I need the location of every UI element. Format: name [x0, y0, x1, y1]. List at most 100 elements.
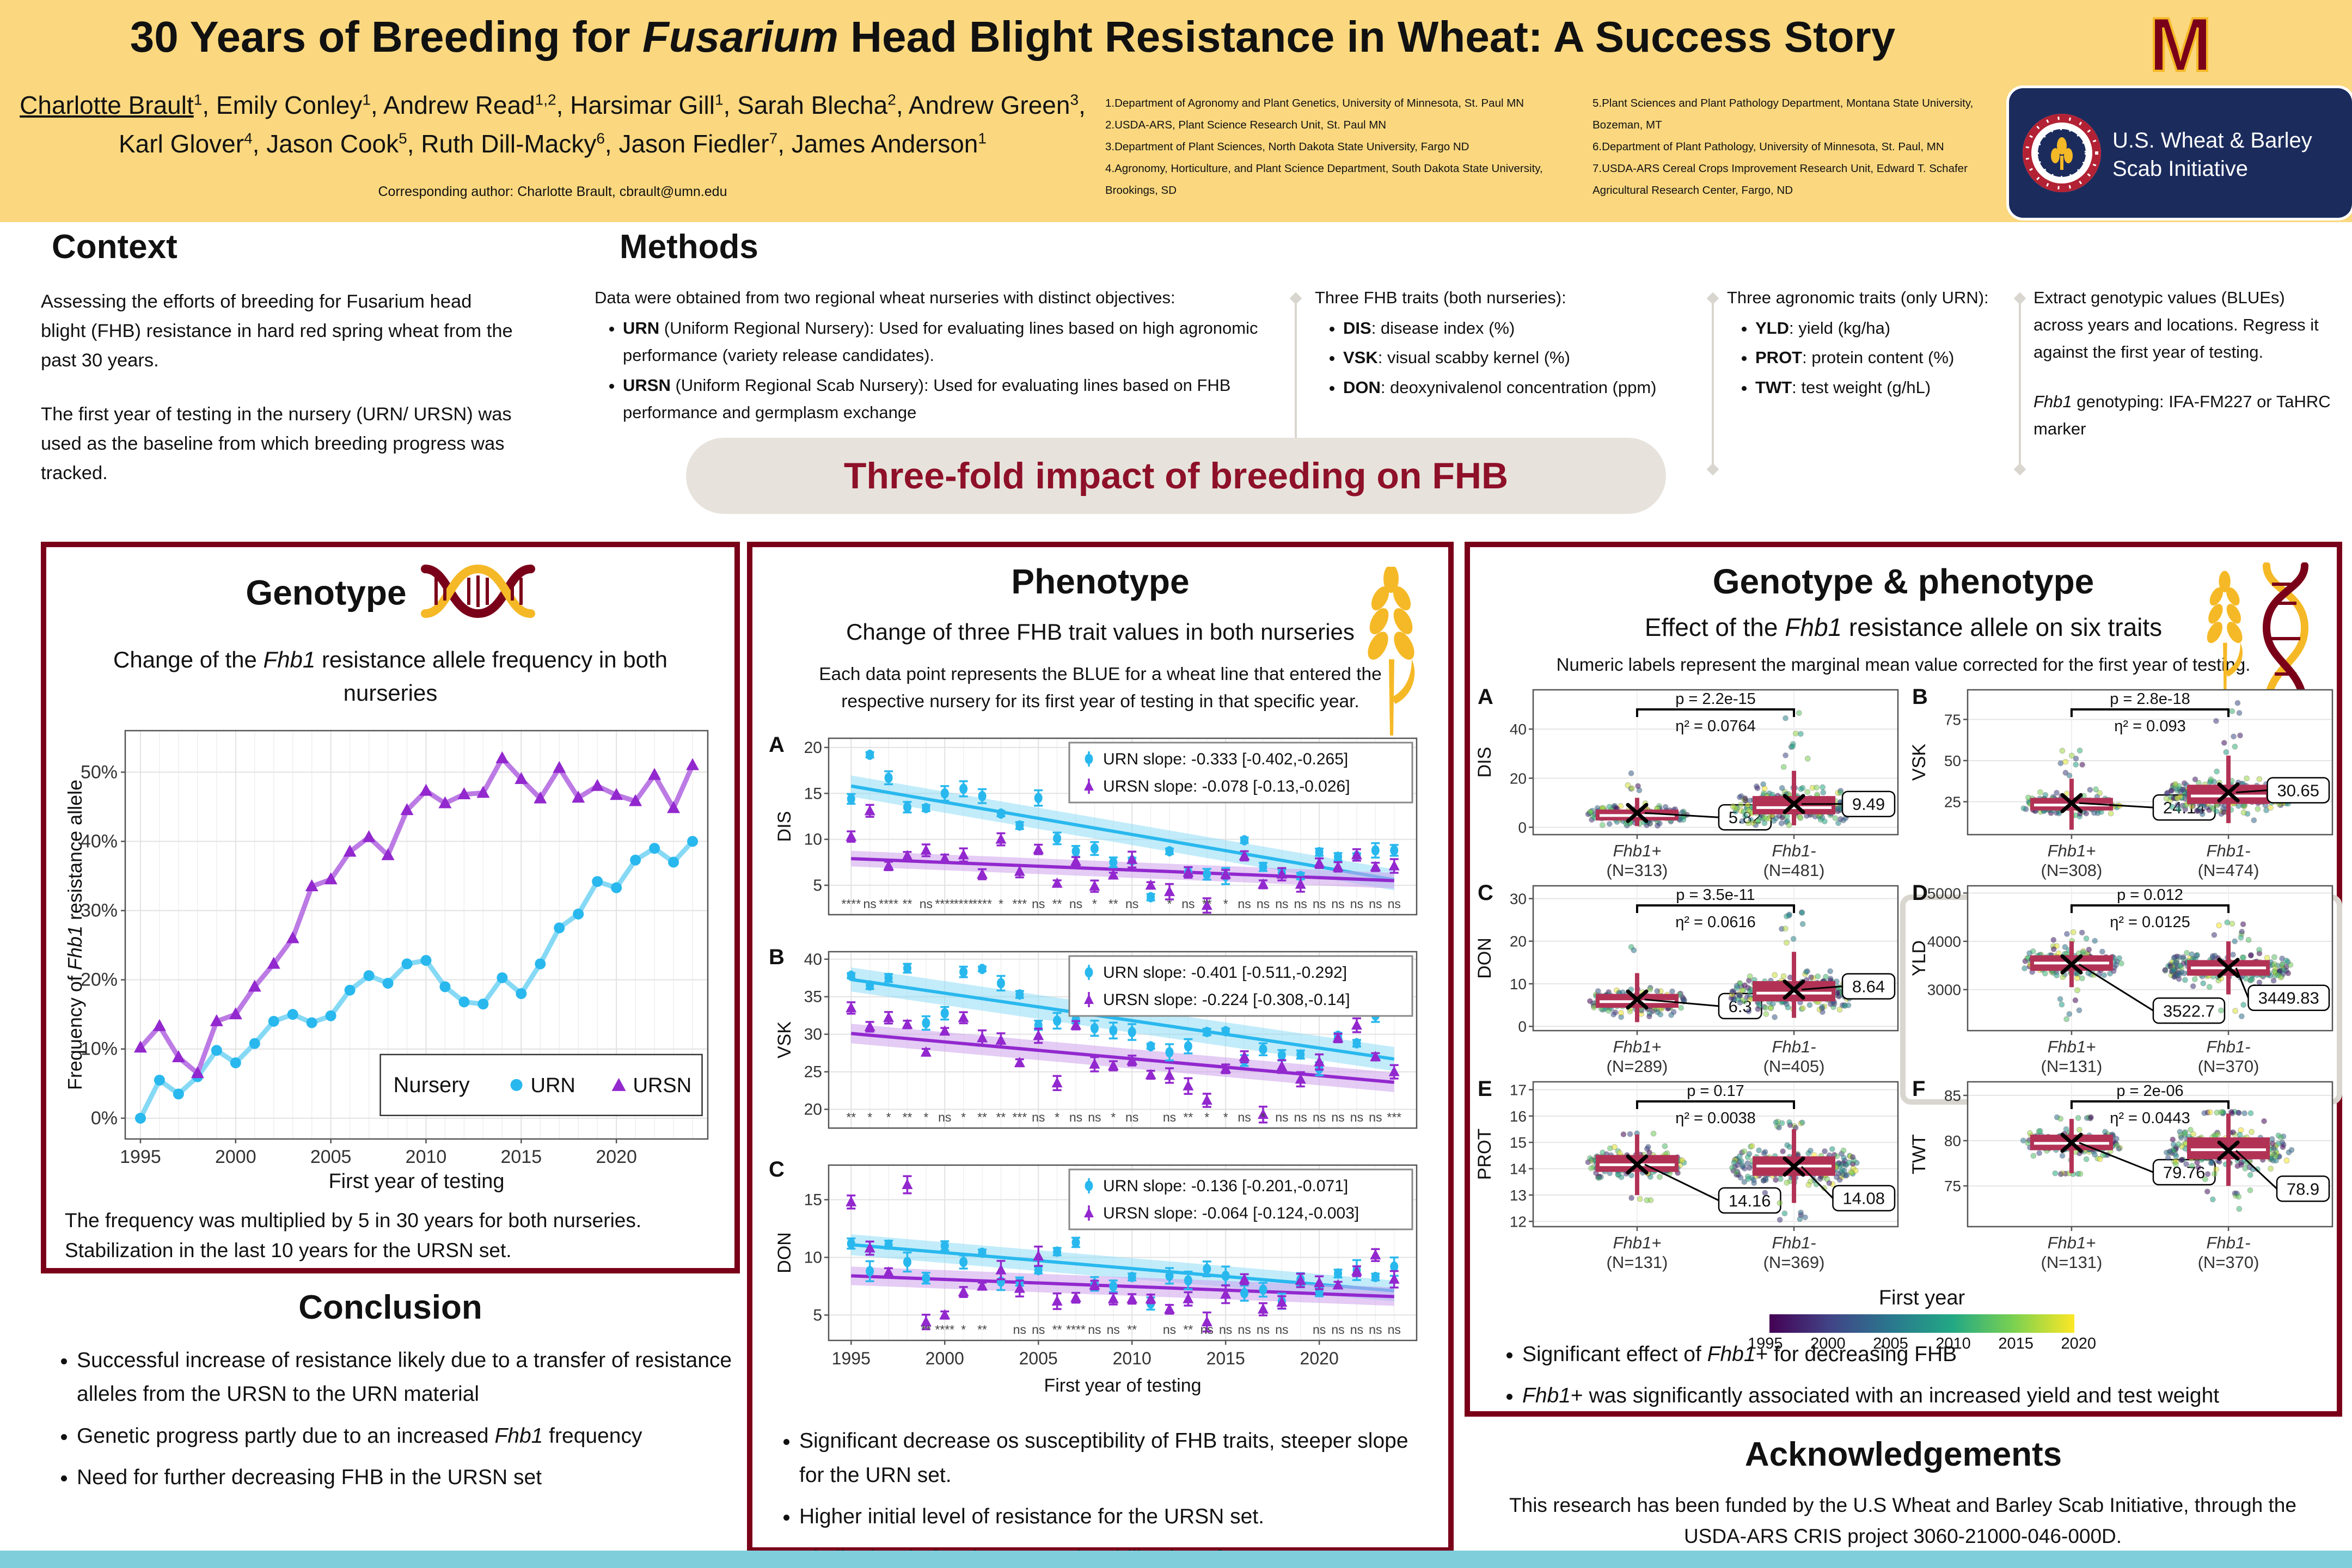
svg-text:**: ** — [1052, 897, 1062, 911]
svg-text:F: F — [1912, 1077, 1925, 1101]
svg-text:**: ** — [1183, 1110, 1193, 1124]
svg-text:*: * — [1092, 897, 1097, 911]
svg-text:**: ** — [1183, 1322, 1193, 1337]
svg-text:ns: ns — [1313, 897, 1326, 911]
dna-vertical-icon — [2262, 562, 2309, 715]
svg-text:9.49: 9.49 — [1852, 795, 1885, 814]
svg-text:Fhb1-: Fhb1- — [2207, 1037, 2251, 1056]
dna-icon — [420, 564, 535, 618]
svg-text:25: 25 — [804, 1063, 822, 1081]
geno-pheno-panel: Genotype & phenotype Effect of the Fhb1 … — [1465, 542, 2342, 1417]
svg-text:3522.7: 3522.7 — [2163, 1001, 2215, 1020]
methods-col3-bullets: YLD: yield (kg/ha)PROT: protein content … — [1727, 315, 2013, 401]
svg-text:*: * — [886, 1110, 891, 1124]
svg-text:ns: ns — [920, 897, 933, 911]
context-text: Assessing the efforts of breeding for Fu… — [41, 287, 520, 513]
svg-text:DON: DON — [1474, 938, 1495, 979]
svg-text:1995: 1995 — [120, 1147, 161, 1167]
svg-text:URN slope: -0.136 [-0.201,-0.0: URN slope: -0.136 [-0.201,-0.071] — [1103, 1177, 1348, 1195]
first-year-gradient-bar — [1769, 1314, 2074, 1333]
svg-text:ns: ns — [1331, 897, 1344, 911]
svg-text:**: ** — [1127, 1322, 1137, 1337]
svg-text:**: ** — [846, 1110, 856, 1124]
svg-text:Fhb1-: Fhb1- — [1772, 1037, 1816, 1056]
phenotype-bullets: Significant decrease os susceptibility o… — [769, 1424, 1432, 1568]
svg-text:D: D — [1912, 881, 1928, 905]
svg-text:0: 0 — [1518, 819, 1527, 836]
svg-text:50%: 50% — [81, 762, 118, 782]
svg-text:ns: ns — [1181, 897, 1195, 911]
svg-text:**: ** — [903, 1110, 912, 1124]
svg-text:15: 15 — [804, 1191, 822, 1209]
svg-text:Fhb1+: Fhb1+ — [2048, 1233, 2096, 1252]
wheat-icon — [1368, 567, 1415, 736]
phenotype-panel-title: Phenotype — [1011, 562, 1190, 601]
context-heading: Context — [52, 228, 177, 266]
svg-text:40: 40 — [1510, 721, 1527, 738]
genotype-footer: The frequency was multiplied by 5 in 30 … — [65, 1209, 642, 1262]
methods-heading: Methods — [620, 228, 758, 266]
svg-text:2010: 2010 — [1113, 1349, 1152, 1368]
svg-text:ns: ns — [1275, 1110, 1288, 1124]
svg-text:ns: ns — [1369, 897, 1382, 911]
svg-text:ns: ns — [1369, 1110, 1382, 1124]
svg-text:20: 20 — [1510, 770, 1527, 787]
svg-text:14: 14 — [1510, 1161, 1527, 1178]
svg-text:DIS: DIS — [1474, 747, 1495, 778]
author-list: Charlotte Brault1, Emily Conley1, Andrew… — [20, 91, 1086, 158]
scab-text-line1: U.S. Wheat & Barley — [2112, 128, 2312, 152]
svg-text:(N=481): (N=481) — [1763, 861, 1825, 880]
genotype-line-chart: 0% 10% 20% 30% 40% 50% 1995 2000 2005 2010 2015 202… — [64, 730, 709, 1193]
svg-text:*: * — [1167, 897, 1172, 911]
svg-text:URSN slope: -0.224 [-0.308,-0.: URSN slope: -0.224 [-0.308,-0.14] — [1103, 991, 1350, 1009]
svg-text:ns: ns — [1219, 1322, 1232, 1337]
acknowledgements-heading: Acknowledgements — [1744, 1436, 2062, 1473]
svg-text:(N=289): (N=289) — [1607, 1057, 1668, 1076]
svg-text:*: * — [961, 1110, 966, 1124]
svg-text:30: 30 — [1510, 891, 1527, 908]
svg-text:ns: ns — [1331, 1110, 1344, 1124]
svg-text:50: 50 — [1944, 752, 1961, 769]
svg-text:η² = 0.0616: η² = 0.0616 — [1675, 914, 1756, 931]
svg-text:10: 10 — [804, 831, 822, 849]
svg-text:Nursery: Nursery — [394, 1073, 470, 1097]
conclusion-heading: Conclusion — [298, 1289, 482, 1326]
bottom-accent-bar — [0, 1551, 2352, 1568]
wheat-icon-small — [2207, 571, 2243, 701]
svg-text:**: ** — [1052, 1322, 1062, 1337]
svg-text:η² = 0.0038: η² = 0.0038 — [1675, 1110, 1756, 1127]
umn-m-logo: M — [2148, 4, 2214, 86]
svg-text:35: 35 — [804, 988, 822, 1006]
svg-text:(N=313): (N=313) — [1607, 861, 1668, 880]
svg-text:ns: ns — [1313, 1110, 1326, 1124]
svg-text:**: ** — [1202, 897, 1212, 911]
svg-text:20: 20 — [1510, 933, 1527, 950]
svg-text:25: 25 — [1944, 794, 1961, 811]
acknowledgements-text: This research has been funded by the U.S… — [1509, 1494, 2296, 1548]
svg-text:(N=474): (N=474) — [2198, 861, 2259, 880]
svg-text:ns: ns — [1163, 1322, 1176, 1337]
svg-text:85: 85 — [1944, 1087, 1961, 1104]
svg-text:(N=405): (N=405) — [1763, 1057, 1825, 1076]
svg-text:1995: 1995 — [832, 1349, 871, 1368]
svg-text:17: 17 — [1510, 1082, 1527, 1099]
svg-text:75: 75 — [1944, 712, 1961, 728]
svg-text:TWT: TWT — [1909, 1134, 1930, 1174]
svg-text:****: **** — [935, 897, 954, 911]
svg-text:p = 2.8e-18: p = 2.8e-18 — [2110, 690, 2190, 708]
first-year-legend-title: First year — [1878, 1287, 1965, 1309]
svg-text:ns: ns — [1032, 897, 1045, 911]
svg-text:ns: ns — [1350, 897, 1363, 911]
phenotype-plot-dis: **** ns **** ** ns ************ * *** ns ** ns * ** n… — [776, 738, 1418, 916]
svg-text:(N=369): (N=369) — [1763, 1253, 1825, 1272]
svg-text:30: 30 — [804, 1026, 822, 1044]
svg-text:3449.83: 3449.83 — [2258, 989, 2319, 1008]
methods-col3-title: Three agronomic traits (only URN): — [1727, 288, 1989, 307]
svg-text:ns: ns — [938, 1110, 951, 1124]
scab-initiative-text: U.S. Wheat & Barley Scab Initiative — [2112, 126, 2341, 183]
scab-seal-icon — [2023, 114, 2101, 192]
phenotype-note: Each data point represents the BLUE for … — [819, 664, 1382, 712]
svg-text:M: M — [2149, 4, 2213, 86]
